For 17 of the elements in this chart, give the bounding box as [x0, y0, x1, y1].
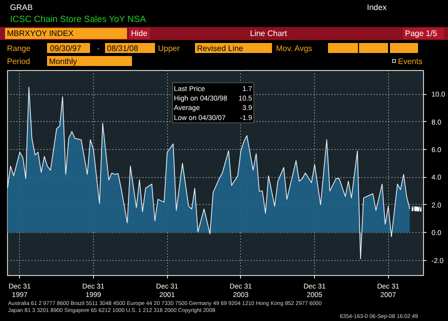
text: Revised Line — [197, 44, 244, 53]
text: Upper — [158, 44, 180, 53]
text: Line Chart — [250, 29, 287, 38]
chart-title: ICSC Chain Store Sales YoY NSA — [10, 14, 146, 24]
text: Period — [7, 57, 30, 66]
text: Range — [7, 44, 31, 53]
text: 09/30/97 — [50, 44, 82, 53]
text: Events — [398, 57, 422, 66]
text: 08/31/08 — [107, 44, 138, 53]
text: Mov. Avgs — [276, 44, 312, 53]
text: Page 1/5 — [405, 29, 438, 38]
text: MBRXYOY INDEX — [7, 29, 74, 38]
text: - — [97, 44, 100, 53]
text: Index — [367, 3, 387, 12]
text: Monthly — [49, 57, 78, 66]
text: GRAB — [10, 3, 33, 12]
text: Hide — [131, 29, 148, 38]
